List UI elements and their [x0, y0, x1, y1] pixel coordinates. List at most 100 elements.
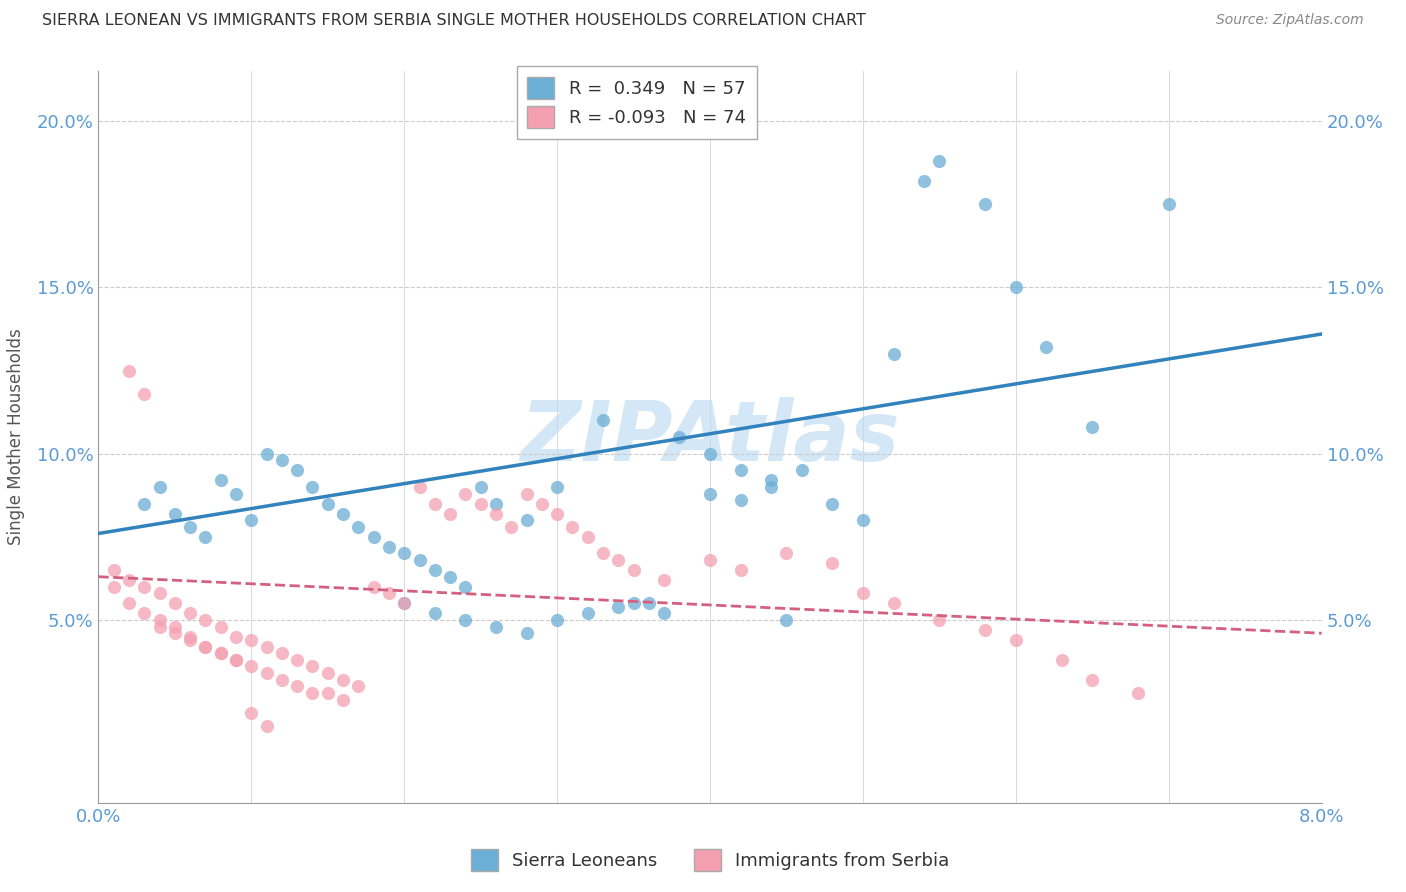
Point: [974, 623, 997, 637]
Point: [546, 613, 568, 627]
Point: [530, 497, 553, 511]
Point: [408, 553, 430, 567]
Point: [316, 497, 339, 511]
Point: [194, 530, 217, 544]
Point: [270, 646, 294, 660]
Point: [149, 619, 172, 633]
Point: [439, 570, 461, 584]
Point: [163, 507, 186, 521]
Point: [1035, 340, 1057, 354]
Point: [316, 686, 339, 700]
Point: [225, 653, 247, 667]
Point: [730, 563, 752, 577]
Point: [852, 586, 875, 600]
Point: [485, 497, 508, 511]
Point: [623, 563, 645, 577]
Point: [607, 599, 630, 614]
Point: [209, 619, 232, 633]
Point: [270, 453, 294, 467]
Point: [134, 497, 156, 511]
Point: [1081, 673, 1104, 687]
Point: [470, 480, 492, 494]
Point: [301, 480, 323, 494]
Point: [516, 486, 538, 500]
Point: [623, 596, 645, 610]
Point: [423, 607, 446, 621]
Point: [316, 666, 339, 681]
Point: [592, 413, 614, 427]
Point: [194, 640, 217, 654]
Point: [516, 626, 538, 640]
Point: [730, 463, 752, 477]
Point: [1157, 197, 1180, 211]
Point: [179, 632, 201, 647]
Point: [546, 480, 568, 494]
Point: [576, 530, 599, 544]
Point: [118, 596, 141, 610]
Point: [852, 513, 875, 527]
Point: [883, 596, 905, 610]
Point: [392, 546, 416, 560]
Point: [209, 646, 232, 660]
Point: [332, 692, 354, 706]
Point: [546, 507, 568, 521]
Point: [256, 719, 278, 733]
Point: [775, 613, 797, 627]
Point: [134, 387, 156, 401]
Point: [285, 653, 308, 667]
Point: [194, 640, 217, 654]
Point: [209, 646, 232, 660]
Point: [668, 430, 690, 444]
Point: [179, 520, 201, 534]
Point: [470, 497, 492, 511]
Point: [179, 630, 201, 644]
Point: [240, 659, 263, 673]
Point: [592, 546, 614, 560]
Point: [149, 480, 172, 494]
Text: Source: ZipAtlas.com: Source: ZipAtlas.com: [1216, 13, 1364, 28]
Point: [1081, 420, 1104, 434]
Point: [332, 507, 354, 521]
Point: [392, 596, 416, 610]
Point: [363, 530, 385, 544]
Point: [103, 563, 125, 577]
Point: [256, 447, 278, 461]
Point: [134, 607, 156, 621]
Point: [240, 706, 263, 720]
Point: [149, 613, 172, 627]
Point: [347, 680, 370, 694]
Point: [118, 363, 141, 377]
Point: [240, 632, 263, 647]
Point: [730, 493, 752, 508]
Point: [501, 520, 523, 534]
Point: [134, 580, 156, 594]
Point: [699, 447, 721, 461]
Point: [363, 580, 385, 594]
Point: [225, 630, 247, 644]
Point: [378, 586, 401, 600]
Point: [699, 486, 721, 500]
Point: [485, 619, 508, 633]
Y-axis label: Single Mother Households: Single Mother Households: [7, 329, 25, 545]
Point: [256, 640, 278, 654]
Point: [285, 463, 308, 477]
Point: [163, 626, 186, 640]
Point: [439, 507, 461, 521]
Point: [408, 480, 430, 494]
Point: [179, 607, 201, 621]
Point: [103, 580, 125, 594]
Point: [225, 486, 247, 500]
Point: [759, 473, 782, 487]
Point: [637, 596, 661, 610]
Point: [423, 497, 446, 511]
Point: [392, 596, 416, 610]
Text: ZIPAtlas: ZIPAtlas: [520, 397, 900, 477]
Point: [759, 480, 782, 494]
Legend: Sierra Leoneans, Immigrants from Serbia: Sierra Leoneans, Immigrants from Serbia: [460, 838, 960, 881]
Point: [912, 174, 935, 188]
Point: [1004, 280, 1026, 294]
Point: [1128, 686, 1150, 700]
Point: [454, 486, 477, 500]
Point: [118, 573, 141, 587]
Point: [163, 619, 186, 633]
